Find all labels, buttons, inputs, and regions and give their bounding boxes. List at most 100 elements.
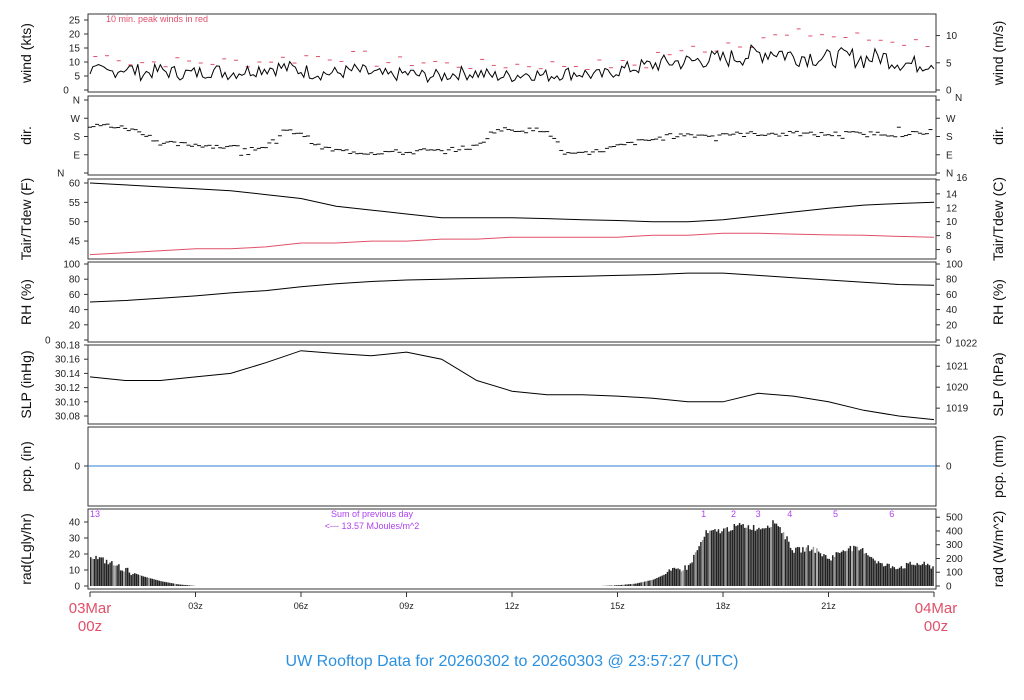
rad-bar — [858, 550, 860, 586]
rad-bar — [809, 551, 811, 586]
y-axis-label: Tair/Tdew (F) — [18, 178, 34, 260]
rad-bar — [636, 583, 639, 586]
rad-bar — [793, 552, 795, 586]
y-axis-label: SLP (inHg) — [18, 350, 34, 418]
rad-bar — [853, 545, 855, 586]
rad-bar — [926, 563, 929, 586]
rad-bar — [696, 550, 699, 586]
y-tick-label: 30.10 — [55, 397, 80, 408]
rad-bar — [167, 582, 169, 586]
rad-bar — [626, 584, 628, 586]
rad-bar — [701, 540, 704, 586]
rad-bar — [717, 529, 720, 586]
rad-bar — [689, 563, 692, 586]
y-tick-label: 45 — [69, 237, 81, 248]
end-time: 00z — [924, 618, 948, 635]
rad-bar — [105, 559, 108, 586]
rad-bar — [677, 568, 679, 586]
rad-bar — [779, 527, 781, 586]
rad-bar — [624, 584, 627, 586]
y-tick-label-right: 5 — [946, 58, 952, 69]
rad-bar — [629, 584, 632, 586]
rad-bar — [802, 547, 804, 586]
y-tick-label-right: 0 — [946, 86, 952, 97]
y-tick-label: 60 — [69, 290, 81, 301]
rad-bar — [135, 573, 138, 586]
hour-mark: 3 — [756, 509, 761, 519]
rad-bar — [844, 551, 846, 586]
rad-bar — [832, 555, 834, 586]
panel-pcp: pcp. (in) pcp. (mm) 0 0 — [18, 426, 1006, 507]
rad-bar — [807, 545, 809, 586]
rad-bar — [712, 530, 714, 586]
rad-bar — [731, 530, 734, 586]
rad-bar — [749, 529, 751, 586]
rad-bar — [104, 563, 106, 586]
x-tick-label: 09z — [399, 601, 414, 611]
rad-bar — [752, 525, 755, 586]
rad-bar — [812, 546, 815, 586]
rad-bar — [100, 557, 103, 586]
rad-bar — [833, 556, 836, 586]
rad-bar — [694, 552, 697, 586]
rad-bar — [170, 583, 173, 586]
x-tick-label: 21z — [821, 601, 836, 611]
rad-bar — [149, 578, 152, 586]
rad-bar — [673, 567, 676, 586]
y-tick-label: 30.14 — [55, 369, 80, 380]
rad-bar — [684, 565, 686, 586]
rad-bar — [912, 564, 915, 586]
y-tick-label-right: 40 — [946, 305, 958, 316]
y-tick-label: 0 — [45, 336, 51, 347]
rad-bar — [668, 569, 670, 586]
panel-temp: Tair/Tdew (F) Tair/Tdew (C) 45 50 55 60 6 8 10 12… — [18, 173, 1006, 261]
rad-bar — [893, 567, 896, 586]
slp-line — [89, 350, 935, 421]
y-axis-label: rad(Lgly/hr) — [18, 513, 34, 585]
y-tick-label-right: 200 — [946, 554, 963, 565]
y-tick-label-right: 12 — [946, 203, 958, 214]
y-tick-label-right: 1019 — [946, 404, 969, 415]
rad-bar — [163, 581, 166, 586]
rad-bar — [867, 555, 869, 586]
rad-bar — [751, 529, 753, 586]
rad-bar — [160, 581, 162, 586]
rad-bar — [179, 584, 182, 586]
rad-bar — [773, 523, 776, 586]
y-tick-label-right: 60 — [946, 290, 958, 301]
rad-bar — [93, 558, 96, 586]
rad-bar — [840, 551, 843, 586]
rad-bar — [786, 536, 788, 586]
rad-bar — [735, 525, 737, 586]
rad-bar — [854, 546, 857, 586]
rad-bar — [905, 562, 908, 586]
rad-bar — [875, 563, 878, 586]
rad-bar — [772, 520, 774, 586]
rad-bar — [111, 561, 113, 586]
y-tick-label-right: 400 — [946, 526, 963, 537]
y-tick-label: 30.12 — [55, 383, 80, 394]
end-date: 04Mar — [915, 600, 958, 617]
rad-bar — [759, 529, 762, 586]
rad-bar — [895, 569, 897, 586]
x-tick-label: 18z — [716, 601, 731, 611]
rad-bar — [777, 526, 780, 586]
rad-bar — [155, 579, 157, 586]
panel-slp: SLP (inHg) SLP (hPa) 30.08 30.10 30.12 30.14 3… — [18, 338, 1006, 425]
rad-bar — [183, 584, 185, 586]
rad-bar — [765, 528, 767, 586]
rad-bar — [680, 571, 683, 586]
y-tick-label-right: 20 — [946, 320, 958, 331]
tdew-line — [89, 232, 935, 256]
y-axis-label-right: rad (W/m^2) — [990, 511, 1006, 588]
y-tick-label-right: 1022 — [955, 338, 978, 349]
rad-bar — [91, 558, 94, 586]
rad-bar — [125, 567, 127, 586]
rad-bar — [700, 541, 702, 586]
rad-bar — [842, 550, 845, 586]
panel-frame — [87, 95, 937, 176]
rad-bar — [142, 576, 145, 586]
rad-bar — [102, 557, 104, 586]
y-tick-label: 30 — [69, 534, 81, 545]
